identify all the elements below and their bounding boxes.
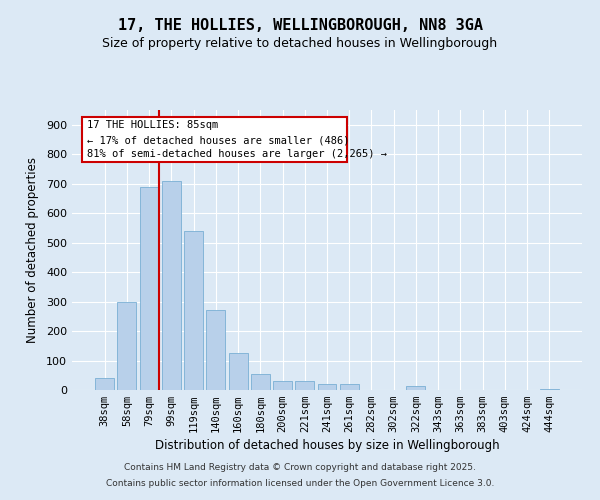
FancyBboxPatch shape bbox=[82, 117, 347, 162]
Bar bbox=[273, 381, 292, 390]
Text: Size of property relative to detached houses in Wellingborough: Size of property relative to detached ho… bbox=[103, 38, 497, 51]
Text: Contains HM Land Registry data © Crown copyright and database right 2025.: Contains HM Land Registry data © Crown c… bbox=[124, 464, 476, 472]
Bar bbox=[184, 231, 203, 390]
Text: ← 17% of detached houses are smaller (486): ← 17% of detached houses are smaller (48… bbox=[88, 135, 350, 145]
Bar bbox=[340, 384, 359, 390]
Bar bbox=[140, 186, 158, 390]
Text: 81% of semi-detached houses are larger (2,265) →: 81% of semi-detached houses are larger (… bbox=[88, 149, 388, 159]
Bar bbox=[95, 378, 114, 390]
Text: 17 THE HOLLIES: 85sqm: 17 THE HOLLIES: 85sqm bbox=[88, 120, 218, 130]
Bar bbox=[206, 310, 225, 390]
Text: 17, THE HOLLIES, WELLINGBOROUGH, NN8 3GA: 17, THE HOLLIES, WELLINGBOROUGH, NN8 3GA bbox=[118, 18, 482, 32]
Text: Contains public sector information licensed under the Open Government Licence 3.: Contains public sector information licen… bbox=[106, 478, 494, 488]
X-axis label: Distribution of detached houses by size in Wellingborough: Distribution of detached houses by size … bbox=[155, 440, 499, 452]
Bar bbox=[251, 374, 270, 390]
Bar bbox=[162, 180, 181, 390]
Bar bbox=[317, 384, 337, 390]
Bar bbox=[406, 386, 425, 390]
Y-axis label: Number of detached properties: Number of detached properties bbox=[26, 157, 39, 343]
Bar bbox=[229, 353, 248, 390]
Bar bbox=[118, 302, 136, 390]
Bar bbox=[540, 388, 559, 390]
Bar bbox=[295, 381, 314, 390]
